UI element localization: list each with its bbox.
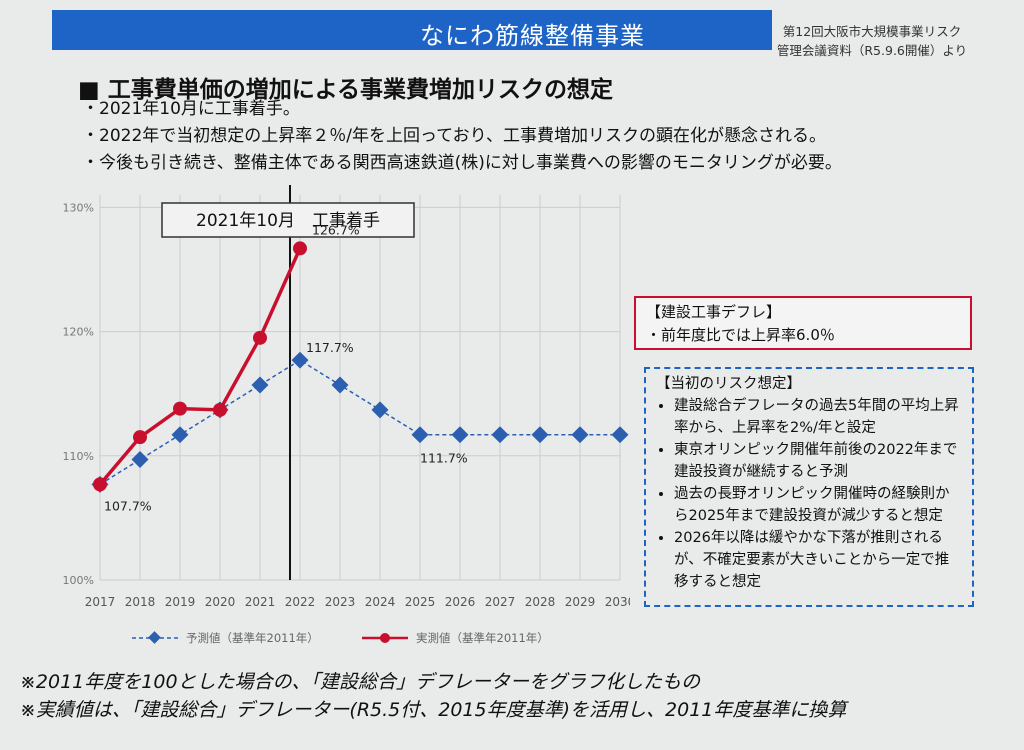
- forecast-data-point: [171, 426, 189, 444]
- risk-item: 2026年以降は緩やかな下落が推則されるが、不確定要素が大きいことから一定で推移…: [674, 527, 962, 593]
- actual-data-point: [293, 241, 307, 256]
- actual-data-point: [133, 430, 147, 445]
- page-title: なにわ筋線整備事業: [420, 22, 645, 50]
- risk-title: 【当初のリスク想定】: [656, 376, 801, 392]
- forecast-data-point: [611, 426, 629, 444]
- forecast-data-point: [531, 426, 549, 444]
- forecast-series-line: [99, 359, 620, 486]
- x-tick-label: 2017: [85, 595, 116, 609]
- actual-data-point: [173, 401, 187, 416]
- source-note: 第12回大阪市大規模事業リスク 管理会議資料（R5.9.6開催）より: [772, 22, 972, 72]
- risk-item: 東京オリンピック開催年前後の2022年まで建設投資が継続すると予測: [674, 439, 962, 483]
- forecast-data-point: [331, 376, 349, 394]
- risk-item: 建設総合デフレータの過去5年間の平均上昇率から、上昇率を2%/年と設定: [674, 395, 962, 439]
- x-tick-label: 2018: [125, 595, 156, 609]
- x-tick-label: 2024: [365, 595, 396, 609]
- forecast-data-point: [451, 426, 469, 444]
- bullet-item: ・今後も引き続き、整備主体である関西高速鉄道(株)に対し事業費への影響のモニタリ…: [82, 153, 842, 173]
- actual-series-line: [98, 247, 302, 486]
- x-tick-label: 2026: [445, 595, 476, 609]
- section-heading: ■ 工事費単価の増加による事業費増加リスクの想定: [78, 77, 614, 103]
- header-bar: [52, 10, 772, 50]
- legend-actual-marker: [380, 633, 390, 643]
- forecast-data-point: [131, 451, 149, 469]
- event-label-box: [161, 202, 415, 238]
- source-line-1: 第12回大阪市大規模事業リスク: [782, 24, 962, 39]
- legend-forecast-marker: [148, 631, 161, 644]
- deflator-chart: 100% 110% 120% 130% 2017 2018 2019 2020 2021 2022…: [50, 185, 635, 615]
- x-tick-label: 2023: [325, 595, 356, 609]
- x-tick-label: 2019: [165, 595, 196, 609]
- x-tick-label: 2025: [405, 595, 436, 609]
- deflation-title: 【建設工事デフレ】: [646, 303, 782, 321]
- y-tick-label: 130%: [63, 201, 94, 214]
- data-label: 126.7%: [312, 222, 360, 237]
- source-line-2: 管理会議資料（R5.9.6開催）より: [776, 43, 968, 58]
- deflation-callout: 【建設工事デフレ】 ・前年度比では上昇率6.0％: [634, 296, 972, 350]
- legend-actual-label: 実測値（基準年2011年）: [416, 631, 549, 645]
- chart-legend: 予測値（基準年2011年） 実測値（基準年2011年）: [130, 628, 580, 651]
- forecast-data-point: [291, 351, 309, 369]
- risk-item: 過去の長野オリンピック開催時の経験則から2025年まで建設投資が減少すると想定: [674, 483, 962, 527]
- risk-callout: 【当初のリスク想定】 建設総合デフレータの過去5年間の平均上昇率から、上昇率を2…: [644, 367, 974, 607]
- bullet-item: ・2022年で当初想定の上昇率２％/年を上回っており、工事費増加リスクの顕在化が…: [82, 126, 826, 146]
- x-tick-label: 2022: [285, 595, 316, 609]
- footnote: ※実績値は、「建設総合」デフレーター(R5.5付、2015年度基準)を活用し、2…: [20, 699, 847, 721]
- x-tick-label: 2028: [525, 595, 556, 609]
- data-label: 107.7%: [104, 498, 152, 513]
- footnotes: ※2011年度を100とした場合の、「建設総合」デフレーターをグラフ化したもの …: [20, 668, 846, 724]
- actual-data-point: [213, 402, 227, 417]
- legend-forecast-label: 予測値（基準年2011年）: [186, 631, 319, 645]
- forecast-data-point: [571, 426, 589, 444]
- bullet-list: ・2021年10月に工事着手。 ・2022年で当初想定の上昇率２％/年を上回って…: [82, 96, 842, 177]
- chart-svg: 100% 110% 120% 130% 2017 2018 2019 2020 2021 2022…: [63, 185, 635, 609]
- forecast-data-point: [411, 426, 429, 444]
- x-tick-label: 2020: [205, 595, 236, 609]
- bullet-item: ・2021年10月に工事着手。: [82, 99, 300, 119]
- actual-data-point: [93, 477, 107, 492]
- event-label: 2021年10月 工事着手: [196, 211, 380, 231]
- deflation-text: ・前年度比では上昇率6.0％: [646, 326, 835, 344]
- data-label: 111.7%: [420, 451, 468, 466]
- y-tick-label: 100%: [63, 574, 94, 587]
- data-label: 117.7%: [306, 340, 354, 355]
- footnote: ※2011年度を100とした場合の、「建設総合」デフレーターをグラフ化したもの: [20, 671, 701, 693]
- x-tick-label: 2021: [245, 595, 276, 609]
- forecast-data-point: [251, 376, 269, 394]
- x-tick-label: 2029: [565, 595, 596, 609]
- risk-list: 建設総合デフレータの過去5年間の平均上昇率から、上昇率を2%/年と設定 東京オリ…: [656, 395, 962, 593]
- x-tick-label: 2030: [605, 595, 630, 609]
- actual-data-point: [253, 330, 267, 345]
- forecast-data-point: [371, 401, 389, 419]
- legend-svg: 予測値（基準年2011年） 実測値（基準年2011年）: [132, 631, 549, 645]
- forecast-data-point: [491, 426, 509, 444]
- x-tick-label: 2027: [485, 595, 516, 609]
- y-tick-label: 110%: [63, 450, 94, 463]
- y-tick-label: 120%: [63, 326, 94, 339]
